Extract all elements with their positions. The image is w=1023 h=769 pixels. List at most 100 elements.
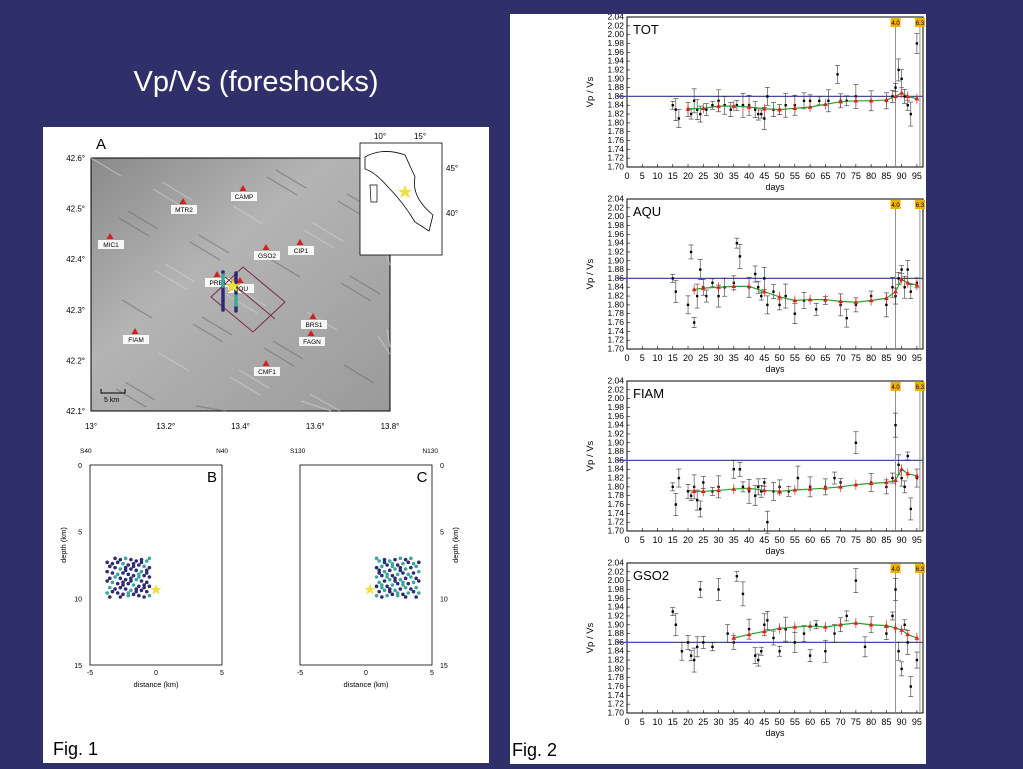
chart-gso2: 1.701.721.741.761.781.801.821.841.861.88… <box>585 558 925 738</box>
relief-ridge <box>118 217 150 237</box>
x-tick-label: 65 <box>820 353 830 363</box>
hypocenter-dot <box>147 565 152 570</box>
data-point <box>906 454 909 458</box>
y-tick-label: 1.96 <box>607 411 624 421</box>
hypocenter-dot <box>137 563 141 567</box>
x-tick-label: 70 <box>836 171 846 181</box>
section-ylabel: depth (km) <box>59 527 68 563</box>
inset-lat-label: 45° <box>446 164 458 173</box>
station-label-bg <box>171 205 197 214</box>
hypocenter-dot <box>403 567 408 571</box>
x-tick-label: 75 <box>851 717 861 727</box>
x-tick-label: 5 <box>640 535 645 545</box>
x-tick-label: 55 <box>790 171 800 181</box>
relief-ridge <box>349 275 381 295</box>
hypocenter-dot <box>398 568 403 573</box>
data-point <box>757 286 760 289</box>
data-point <box>729 108 732 111</box>
x-tick-label: 95 <box>912 535 922 545</box>
station-marker <box>296 239 304 245</box>
hypocenter-dot <box>398 587 403 591</box>
data-point <box>735 241 739 245</box>
average-marker <box>746 485 752 490</box>
section-left-end: S130 <box>290 448 306 455</box>
data-point <box>784 104 787 107</box>
data-point <box>717 99 720 103</box>
x-axis-label: days <box>765 728 785 738</box>
data-point <box>891 476 894 480</box>
y-tick-label: 2.02 <box>607 20 624 30</box>
y-axis-label: Vp / Vs <box>585 622 596 653</box>
data-point <box>705 108 708 111</box>
data-point <box>757 112 760 116</box>
y-tick-label: 1.82 <box>607 473 624 483</box>
x-tick-label: 65 <box>820 535 830 545</box>
data-point <box>778 303 781 307</box>
data-point <box>723 104 726 107</box>
hypocenter-dot <box>411 571 416 575</box>
hypocenter-dot <box>395 563 400 567</box>
y-tick-label: 1.84 <box>607 464 624 474</box>
average-marker <box>914 635 920 640</box>
data-point <box>903 286 906 289</box>
depth-tick-label: 10 <box>74 596 82 603</box>
average-marker <box>853 620 859 625</box>
hypocenter-dot <box>118 576 123 581</box>
lat-tick-label: 42.1° <box>66 407 85 416</box>
average-marker <box>746 283 752 289</box>
hypocenter-dot <box>403 585 408 590</box>
hypocenter-dot <box>398 556 403 561</box>
relief-ridge <box>192 323 224 343</box>
lat-tick-label: 42.6° <box>66 154 85 163</box>
data-point <box>802 632 806 635</box>
y-tick-label: 1.72 <box>607 517 624 527</box>
relief-ridge <box>229 376 261 396</box>
average-marker <box>899 627 905 632</box>
x-tick-label: 35 <box>729 717 739 727</box>
y-tick-label: 1.96 <box>607 47 624 57</box>
hypocenter-dot <box>403 557 408 562</box>
x-tick-label: 60 <box>805 353 815 363</box>
average-marker <box>761 106 767 111</box>
hypocenter-dot <box>142 573 146 578</box>
distance-tick-label: -5 <box>297 670 303 677</box>
hypocenter-dot <box>398 565 403 570</box>
hypocenter-dot <box>139 588 144 593</box>
hypocenter-dot <box>134 589 138 594</box>
x-tick-label: 50 <box>775 535 785 545</box>
average-marker <box>853 299 859 304</box>
relief-ridge <box>303 229 335 249</box>
average-marker <box>893 477 898 482</box>
x-tick-label: 75 <box>851 535 861 545</box>
hypocenter-dot <box>382 569 387 574</box>
data-point <box>845 614 848 618</box>
data-point <box>763 117 766 120</box>
hypocenter-dot <box>118 595 123 599</box>
hypocenter-dot <box>382 588 387 593</box>
hypocenter-dot <box>398 577 403 582</box>
data-point <box>738 468 742 471</box>
station-marker <box>106 233 114 239</box>
hypocenter-dot <box>126 563 131 567</box>
hypocenter-dot <box>134 587 138 591</box>
x-tick-label: 75 <box>851 353 861 363</box>
hypocenter-dot <box>131 592 136 597</box>
y-tick-label: 1.72 <box>607 335 624 345</box>
y-tick-label: 2.04 <box>607 558 624 568</box>
map-panel: A 42.6° 42.5° 42.4° 42.3° 42.2° 42.1°13° 13.2° 1… <box>66 136 399 431</box>
x-tick-label: 20 <box>683 353 693 363</box>
average-marker <box>899 276 905 281</box>
y-tick-label: 2.04 <box>607 376 624 386</box>
data-point <box>824 650 827 653</box>
lon-tick-label: 13.8° <box>381 422 400 431</box>
event-marker-badge <box>890 382 901 391</box>
data-point <box>903 95 906 98</box>
hypocenter-dot <box>374 575 379 579</box>
x-tick-label: 15 <box>668 717 678 727</box>
hypocenter-dot <box>411 589 416 594</box>
hypocenter-dot <box>113 556 117 561</box>
mainshock-star <box>225 278 241 293</box>
average-marker <box>822 297 828 302</box>
data-point <box>818 99 821 103</box>
data-point <box>897 68 900 72</box>
